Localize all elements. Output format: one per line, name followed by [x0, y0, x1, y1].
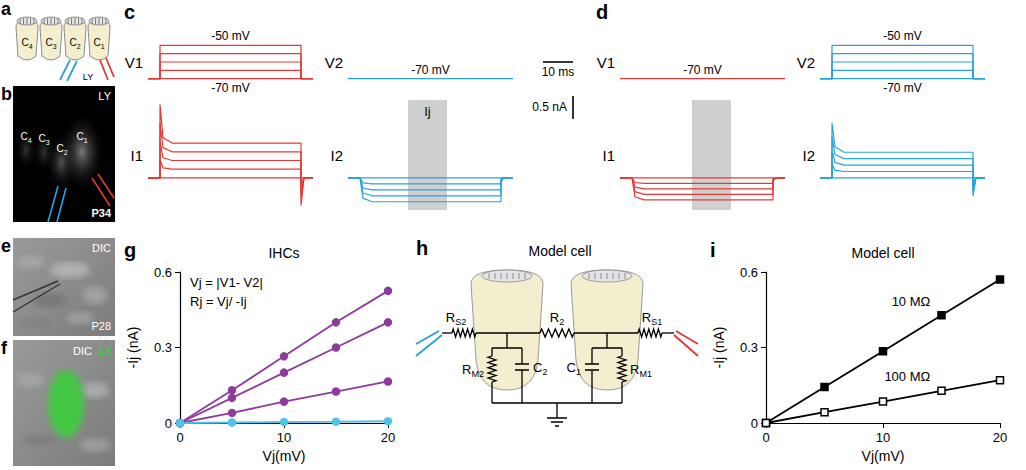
svg-text:DIC: DIC: [73, 345, 92, 357]
svg-text:I2: I2: [330, 147, 343, 164]
svg-text:C4: C4: [21, 37, 32, 50]
svg-text:IHCs: IHCs: [268, 245, 299, 261]
svg-text:b: b: [1, 84, 12, 104]
svg-text:V2: V2: [797, 54, 815, 71]
svg-text:DIC: DIC: [92, 242, 111, 254]
svg-text:LY: LY: [83, 72, 93, 82]
svg-text:10: 10: [876, 430, 890, 445]
svg-text:Rj = Vj/ -Ij: Rj = Vj/ -Ij: [190, 294, 247, 309]
svg-text:-70 mV: -70 mV: [883, 81, 922, 95]
svg-text:Model cell: Model cell: [851, 245, 914, 261]
svg-text:C2: C2: [56, 143, 67, 156]
svg-text:h: h: [416, 238, 428, 259]
svg-text:0: 0: [176, 430, 183, 445]
svg-text:P28: P28: [91, 320, 111, 332]
svg-text:RS2: RS2: [446, 310, 466, 327]
svg-text:LY: LY: [98, 90, 111, 102]
svg-text:RM2: RM2: [462, 362, 484, 379]
svg-text:0.6: 0.6: [740, 265, 758, 280]
svg-text:0: 0: [751, 416, 758, 431]
svg-text:P34: P34: [91, 207, 111, 219]
svg-text:0.3: 0.3: [740, 340, 758, 355]
svg-text:C2: C2: [533, 360, 547, 377]
svg-text:C3: C3: [45, 37, 56, 50]
svg-text:-50 mV: -50 mV: [883, 29, 922, 43]
svg-text:a: a: [1, 0, 12, 19]
svg-text:C1: C1: [93, 37, 104, 50]
svg-text:20: 20: [381, 430, 395, 445]
svg-text:-70 mV: -70 mV: [683, 63, 722, 77]
svg-text:10 MΩ: 10 MΩ: [892, 294, 931, 309]
svg-text:0.5 nA: 0.5 nA: [532, 100, 567, 114]
svg-text:100 MΩ: 100 MΩ: [884, 369, 930, 384]
svg-text:10 ms: 10 ms: [542, 65, 575, 79]
svg-text:g: g: [124, 239, 136, 261]
svg-text:10: 10: [277, 430, 291, 445]
svg-text:-Ij (nA): -Ij (nA): [711, 327, 727, 369]
svg-text:C2: C2: [69, 37, 80, 50]
svg-text:0: 0: [762, 430, 769, 445]
svg-text:C3: C3: [38, 133, 49, 146]
svg-text:RS1: RS1: [642, 310, 662, 327]
svg-text:V1: V1: [597, 54, 615, 71]
svg-text:f: f: [1, 338, 8, 358]
svg-text:Vj(mV): Vj(mV): [862, 448, 905, 464]
svg-text:d: d: [596, 1, 608, 23]
svg-text:I1: I1: [602, 147, 615, 164]
svg-text:i: i: [710, 239, 716, 261]
svg-text:C1: C1: [567, 360, 581, 377]
svg-text:Vj = |V1- V2|: Vj = |V1- V2|: [190, 275, 263, 290]
svg-text:V1: V1: [125, 54, 143, 71]
svg-text:R2: R2: [550, 310, 564, 327]
svg-text:e: e: [1, 236, 11, 256]
svg-text:0.3: 0.3: [154, 340, 172, 355]
svg-text:Model cell: Model cell: [528, 243, 591, 259]
svg-text:I1: I1: [130, 147, 143, 164]
svg-text:V2: V2: [325, 54, 343, 71]
svg-text:LY: LY: [99, 345, 113, 357]
svg-text:C4: C4: [20, 131, 31, 144]
svg-text:0: 0: [165, 416, 172, 431]
svg-text:Ij: Ij: [424, 104, 431, 119]
svg-text:-50 mV: -50 mV: [211, 29, 250, 43]
svg-text:-70 mV: -70 mV: [411, 63, 450, 77]
svg-text:-Ij (nA): -Ij (nA): [125, 327, 141, 369]
svg-text:20: 20: [993, 430, 1007, 445]
svg-text:RM1: RM1: [630, 362, 652, 379]
svg-text:0.6: 0.6: [154, 265, 172, 280]
svg-text:I2: I2: [802, 147, 815, 164]
svg-text:c: c: [124, 1, 135, 23]
svg-text:C1: C1: [76, 131, 87, 144]
svg-text:-70 mV: -70 mV: [211, 81, 250, 95]
svg-text:Vj(mV): Vj(mV): [263, 448, 306, 464]
